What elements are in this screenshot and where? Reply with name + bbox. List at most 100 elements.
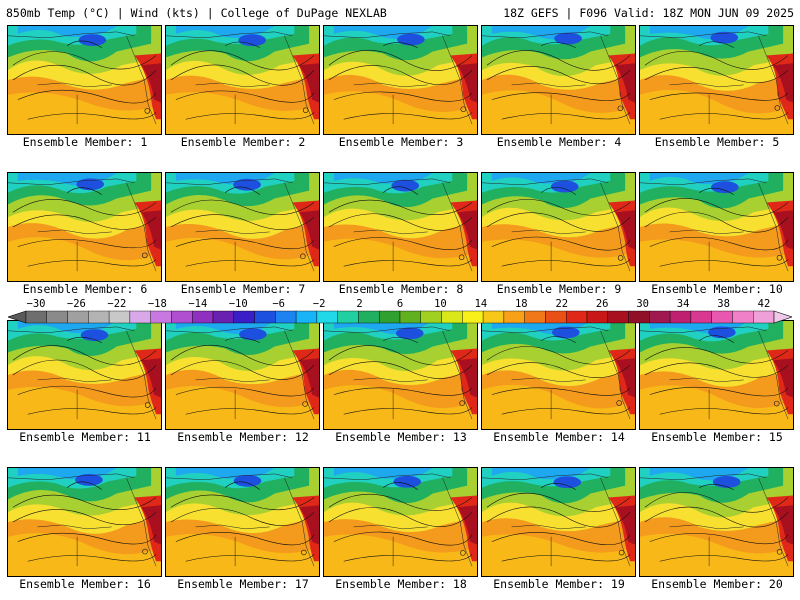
colorbar-tick-label: −6 xyxy=(272,298,286,310)
colorbar-tick-label: 38 xyxy=(717,298,730,310)
ensemble-member-label: Ensemble Member: 16 xyxy=(19,577,151,591)
colorbar-tick-label: 10 xyxy=(434,298,447,310)
ensemble-member-label: Ensemble Member: 14 xyxy=(493,430,625,444)
ensemble-member-map xyxy=(481,467,636,577)
colorbar-tick-label: 6 xyxy=(396,298,404,310)
colorbar-ticks: −30 −26 −22 −18 −14 −10 −6 −2 2 6 10 14 18 22 26 30 34 38… xyxy=(8,298,792,310)
colorbar-tick-label: −22 xyxy=(107,298,127,310)
colorbar-swatch xyxy=(358,310,380,324)
ensemble-member-label: Ensemble Member: 1 xyxy=(22,135,148,149)
colorbar-swatch xyxy=(129,310,151,324)
colorbar-swatch xyxy=(420,310,442,324)
colorbar-swatch xyxy=(46,310,68,324)
colorbar-swatch xyxy=(586,310,608,324)
model-run-info: 18Z GEFS | F096 Valid: 18Z MON JUN 09 20… xyxy=(503,6,794,20)
ensemble-member-label: Ensemble Member: 11 xyxy=(19,430,151,444)
colorbar-max-arrow xyxy=(773,310,792,324)
colorbar-swatch xyxy=(399,310,421,324)
ensemble-member-map xyxy=(481,25,636,135)
colorbar-tick-label: 22 xyxy=(555,298,569,310)
page-title: 850mb Temp (°C) | Wind (kts) | College o… xyxy=(6,6,387,20)
ensemble-member-map xyxy=(323,25,478,135)
colorbar-swatch xyxy=(732,310,754,324)
temperature-colorbar: −30 −26 −22 −18 −14 −10 −6 −2 2 6 10 14 18 22 26 30 34 38… xyxy=(8,298,792,326)
colorbar-tick-label: 14 xyxy=(474,298,488,310)
ensemble-member-map xyxy=(323,320,478,430)
ensemble-member-map xyxy=(7,172,162,282)
ensemble-member-label: Ensemble Member: 9 xyxy=(496,282,622,296)
colorbar-tick-label: 2 xyxy=(356,298,363,310)
colorbar-swatch xyxy=(171,310,193,324)
colorbar-tick-label: −30 xyxy=(26,298,46,310)
ensemble-member-label: Ensemble Member: 12 xyxy=(177,430,309,444)
colorbar-swatch xyxy=(441,310,463,324)
ensemble-member-map xyxy=(639,320,794,430)
colorbar-swatch xyxy=(753,310,775,324)
ensemble-member-map xyxy=(639,25,794,135)
ensemble-member-map xyxy=(7,467,162,577)
colorbar-min-arrow xyxy=(8,310,27,324)
colorbar-swatches xyxy=(8,310,792,324)
ensemble-member-map xyxy=(165,25,320,135)
colorbar-tick-label: 42 xyxy=(757,298,771,310)
ensemble-member-map xyxy=(7,25,162,135)
colorbar-swatch xyxy=(649,310,671,324)
colorbar-swatch xyxy=(212,310,234,324)
ensemble-member-map xyxy=(481,320,636,430)
colorbar-tick-label: 30 xyxy=(636,298,650,310)
colorbar-swatch xyxy=(108,310,131,324)
colorbar-swatch xyxy=(482,310,505,324)
colorbar-swatch xyxy=(669,310,692,324)
colorbar-swatch xyxy=(316,310,338,324)
ensemble-member-map xyxy=(639,467,794,577)
colorbar-swatch xyxy=(690,310,712,324)
colorbar-swatch xyxy=(462,310,484,324)
colorbar-swatch xyxy=(233,310,255,324)
colorbar-tick-label: 34 xyxy=(676,298,690,310)
colorbar-swatch xyxy=(503,310,525,324)
ensemble-member-map xyxy=(323,467,478,577)
colorbar-swatch xyxy=(607,310,629,324)
colorbar-swatch xyxy=(254,310,276,324)
colorbar-swatch xyxy=(192,310,214,324)
colorbar-swatch xyxy=(524,310,546,324)
colorbar-swatch xyxy=(566,310,588,324)
ensemble-member-label: Ensemble Member: 15 xyxy=(651,430,783,444)
ensemble-member-label: Ensemble Member: 18 xyxy=(335,577,467,591)
colorbar-tick-label: −14 xyxy=(188,298,208,310)
ensemble-member-map xyxy=(639,172,794,282)
colorbar-swatch xyxy=(337,310,359,324)
ensemble-member-map xyxy=(323,172,478,282)
colorbar-swatch xyxy=(628,310,650,324)
colorbar-swatch xyxy=(150,310,172,324)
colorbar-swatch xyxy=(545,310,567,324)
ensemble-member-label: Ensemble Member: 19 xyxy=(493,577,625,591)
colorbar-swatch xyxy=(88,310,110,324)
ensemble-member-map xyxy=(165,172,320,282)
colorbar-swatch xyxy=(379,310,401,324)
ensemble-member-label: Ensemble Member: 17 xyxy=(177,577,309,591)
ensemble-member-label: Ensemble Member: 2 xyxy=(180,135,306,149)
ensemble-member-label: Ensemble Member: 10 xyxy=(651,282,783,296)
ensemble-member-label: Ensemble Member: 13 xyxy=(335,430,467,444)
colorbar-tick-label: 26 xyxy=(595,298,609,310)
ensemble-member-label: Ensemble Member: 5 xyxy=(654,135,780,149)
colorbar-tick-label: −18 xyxy=(147,298,167,310)
ensemble-member-label: Ensemble Member: 4 xyxy=(496,135,622,149)
colorbar-tick-label: 18 xyxy=(514,298,528,310)
colorbar-tick-label: −2 xyxy=(312,298,326,310)
ensemble-member-label: Ensemble Member: 3 xyxy=(338,135,464,149)
colorbar-swatch xyxy=(25,310,47,324)
ensemble-member-label: Ensemble Member: 6 xyxy=(22,282,148,296)
ensemble-member-label: Ensemble Member: 7 xyxy=(180,282,306,296)
ensemble-member-map xyxy=(7,320,162,430)
colorbar-tick-label: −26 xyxy=(66,298,86,310)
ensemble-member-map xyxy=(165,320,320,430)
colorbar-swatch xyxy=(295,310,318,324)
ensemble-member-map xyxy=(165,467,320,577)
colorbar-tick-label: −10 xyxy=(228,298,248,310)
ensemble-member-label: Ensemble Member: 20 xyxy=(651,577,783,591)
ensemble-member-label: Ensemble Member: 8 xyxy=(338,282,464,296)
ensemble-member-map xyxy=(481,172,636,282)
